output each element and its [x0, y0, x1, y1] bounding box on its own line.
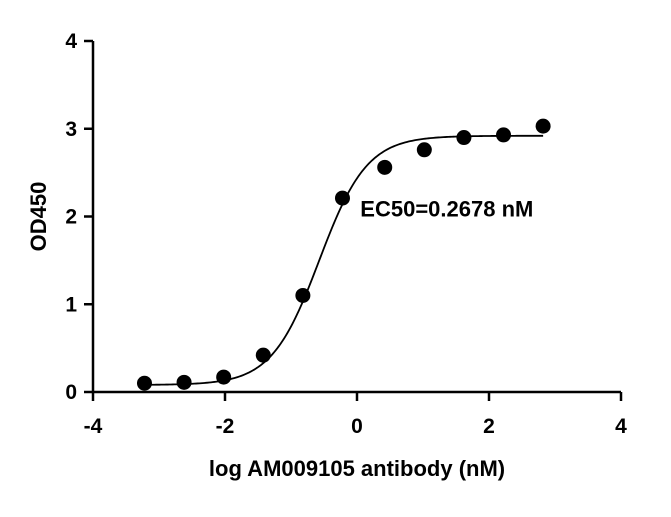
- data-point: [295, 287, 311, 303]
- annotations: EC50=0.2678 nM: [360, 197, 533, 222]
- x-tick-label: 0: [351, 415, 363, 438]
- data-point: [136, 375, 152, 391]
- data-point: [255, 347, 271, 363]
- data-point: [176, 374, 192, 390]
- ec50-annotation: EC50=0.2678 nM: [360, 197, 533, 222]
- x-tick-label: 2: [483, 415, 495, 438]
- ticks: -4 -2 0 2 4 0 1 2 3 4: [65, 30, 627, 438]
- data-point: [535, 118, 551, 134]
- y-tick-label: 1: [65, 293, 77, 316]
- data-point: [334, 190, 350, 206]
- data-point: [496, 127, 512, 143]
- x-tick-label: 4: [615, 415, 627, 438]
- y-tick-label: 3: [65, 118, 77, 141]
- data-point: [377, 159, 393, 175]
- axes: [91, 41, 621, 394]
- data-point: [416, 142, 432, 158]
- data-point: [216, 369, 232, 385]
- y-tick-label: 0: [65, 381, 77, 404]
- y-axis-title: OD450: [26, 182, 51, 252]
- data-points: [136, 118, 551, 391]
- fit-curve: [144, 134, 544, 386]
- y-tick-label: 2: [65, 206, 77, 229]
- y-tick-label: 4: [65, 30, 77, 53]
- x-axis-title: log AM009105 antibody (nM): [209, 456, 505, 481]
- x-tick-label: -2: [216, 415, 235, 438]
- x-tick-label: -4: [84, 415, 103, 438]
- data-point: [456, 130, 472, 146]
